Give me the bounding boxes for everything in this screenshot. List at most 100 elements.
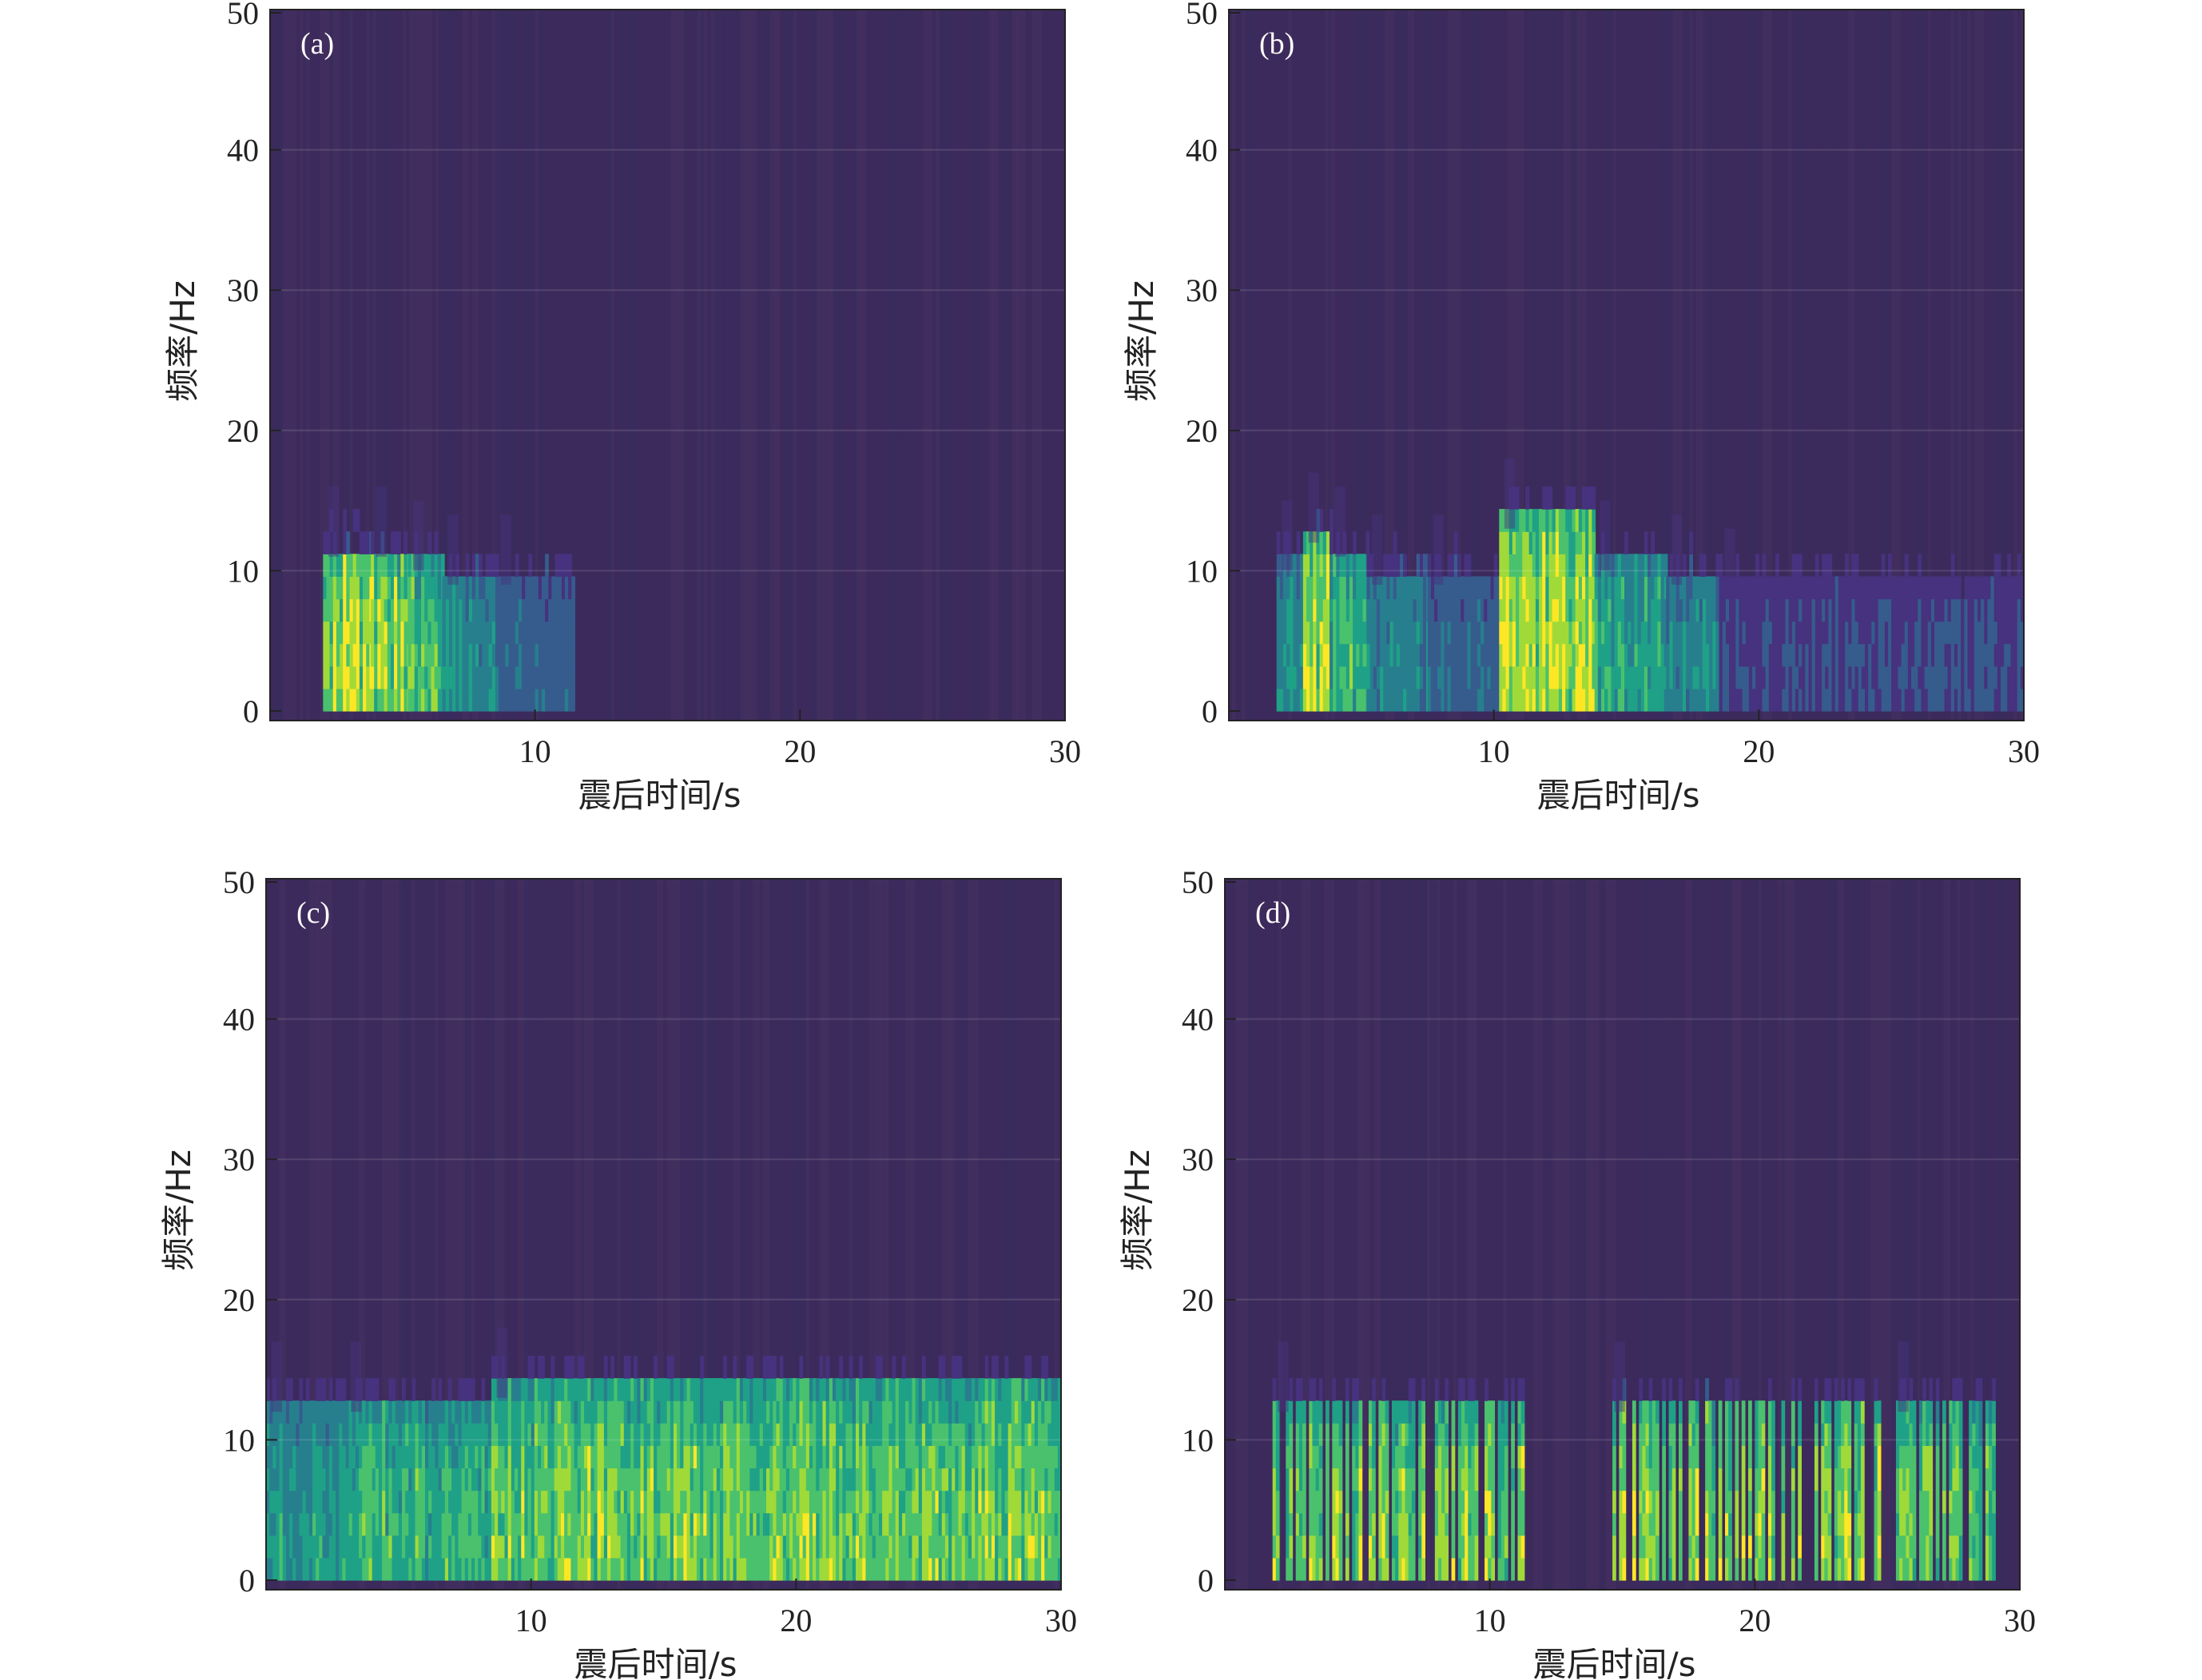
spectrogram-cell [1318, 1535, 1323, 1559]
spectrogram-cell [564, 665, 569, 689]
spectrogram-cell [908, 1468, 913, 1491]
spectrogram-cell [1884, 643, 1889, 667]
spectrogram-cell [495, 1356, 499, 1379]
spectrogram-cell [323, 621, 328, 645]
spectrogram-cell [336, 1535, 340, 1559]
spectrogram-cell [1848, 621, 1853, 645]
y-tick-label: 50 [223, 864, 255, 900]
spectrogram-cell [1739, 598, 1743, 622]
spectrogram-cell [1313, 621, 1318, 645]
spectrogram-cell [972, 1468, 976, 1491]
spectrogram-cell [468, 688, 473, 712]
spectrogram-cell [1355, 1445, 1360, 1469]
spectrogram-cell [905, 1557, 909, 1581]
spectrogram-cell [292, 1468, 296, 1491]
spectrogram-cell [1396, 688, 1401, 712]
spectrogram-cell [292, 1557, 296, 1581]
spectrogram-cell [567, 1557, 572, 1581]
spectrogram-cell [1702, 665, 1707, 689]
background-band [855, 879, 860, 1590]
spectrogram-cell [590, 1490, 595, 1514]
background-band [696, 879, 704, 1590]
spectrogram-cell [495, 1468, 499, 1491]
spectrogram-cell [326, 554, 331, 578]
y-tick-label: 0 [1202, 693, 1218, 729]
spectrogram-cell [392, 1445, 396, 1469]
spectrogram-cell [1831, 621, 1836, 645]
energy-plume [500, 514, 511, 585]
spectrogram-cell [1398, 1468, 1402, 1491]
spectrogram-cell [1461, 598, 1465, 622]
spectrogram-cell [481, 1400, 486, 1424]
spectrogram-cell [1779, 621, 1783, 645]
spectrogram-cell [1481, 688, 1485, 712]
background-band [961, 879, 968, 1590]
spectrogram-cell [511, 643, 516, 667]
background-band [2000, 879, 2004, 1590]
spectrogram-cell [773, 1400, 777, 1424]
spectrogram-cell [299, 1557, 304, 1581]
spectrogram-cell [308, 1512, 313, 1536]
spectrogram-cell [1588, 665, 1592, 689]
spectrogram-cell [1729, 621, 1733, 645]
spectrogram-cell [643, 1557, 648, 1581]
spectrogram-cell [1588, 487, 1592, 510]
spectrogram-cell [845, 1445, 850, 1469]
spectrogram-cell [670, 1423, 674, 1447]
spectrogram-cell [571, 688, 576, 712]
background-band [1503, 879, 1507, 1590]
spectrogram-cell [1997, 665, 2001, 689]
spectrogram-cell [1310, 688, 1314, 712]
spectrogram-cell [296, 1468, 300, 1491]
spectrogram-cell [1419, 643, 1424, 667]
spectrogram-cell [700, 1400, 704, 1424]
spectrogram-cell [421, 598, 425, 622]
spectrogram-cell [1791, 554, 1796, 578]
spectrogram-cell [1316, 665, 1321, 689]
spectrogram-cell [716, 1445, 721, 1469]
spectrogram-cell [995, 1468, 999, 1491]
spectrogram-cell [296, 1445, 300, 1469]
spectrogram-cell [282, 1400, 287, 1424]
spectrogram-cell [938, 1423, 943, 1447]
spectrogram-cell [1706, 598, 1710, 622]
spectrogram-cell [610, 1535, 614, 1559]
spectrogram-cell [305, 1423, 310, 1447]
spectrogram-cell [1588, 554, 1592, 578]
spectrogram-cell [1372, 1468, 1376, 1491]
spectrogram-cell [1286, 554, 1290, 578]
spectrogram-cell [998, 1490, 1002, 1514]
spectrogram-cell [723, 1490, 727, 1514]
spectrogram-cell [961, 1445, 966, 1469]
spectrogram-cell [1318, 1445, 1323, 1469]
spectrogram-cell [975, 1490, 979, 1514]
spectrogram-cell [1735, 665, 1740, 689]
spectrogram-cell [2017, 598, 2021, 622]
spectrogram-cell [719, 1490, 724, 1514]
spectrogram-cell [1881, 598, 1886, 622]
spectrogram-cell [554, 621, 559, 645]
spectrogram-cell [918, 1490, 923, 1514]
spectrogram-cell [895, 1400, 900, 1424]
energy-plume [1724, 528, 1735, 599]
spectrogram-cell [991, 1423, 996, 1447]
spectrogram-cell [1891, 688, 1895, 712]
background-band [1234, 879, 1245, 1590]
spectrogram-cell [1689, 643, 1694, 667]
background-band [550, 879, 554, 1590]
spectrogram-cell [1345, 1557, 1349, 1581]
spectrogram-cell [1851, 688, 1856, 712]
spectrogram-cell [1332, 1423, 1337, 1447]
spectrogram-cell [299, 1535, 304, 1559]
spectrogram-cell [1289, 1557, 1294, 1581]
spectrogram-cell [1014, 1445, 1019, 1469]
spectrogram-cell [766, 1535, 770, 1559]
x-tick-label: 20 [1743, 733, 1775, 769]
spectrogram-cell [1568, 576, 1573, 600]
spectrogram-cell [1575, 576, 1580, 600]
spectrogram-cell [1648, 598, 1652, 622]
spectrogram-cell [1914, 665, 1918, 689]
spectrogram-cell [1467, 598, 1472, 622]
spectrogram-cell [855, 1445, 860, 1469]
spectrogram-cell [1385, 1535, 1389, 1559]
